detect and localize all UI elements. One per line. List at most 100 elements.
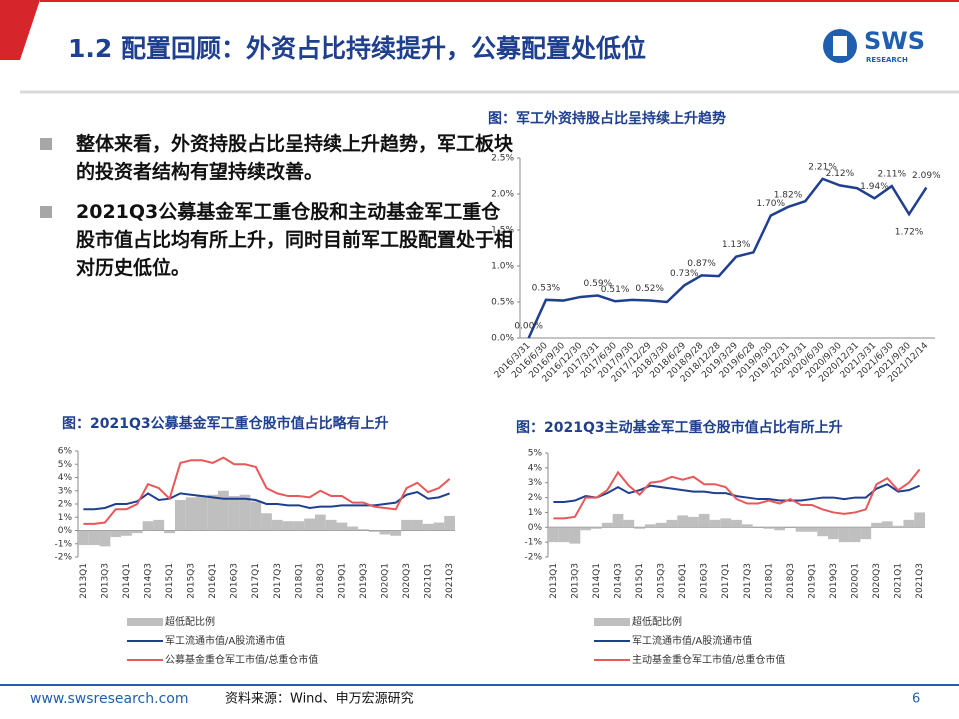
legend-label: 公募基金重仓军工市值/总重仓市值 bbox=[165, 653, 318, 666]
x-tick-label: 2013Q3 bbox=[570, 563, 580, 599]
page-number: 6 bbox=[912, 692, 920, 707]
bar bbox=[325, 519, 337, 531]
bar bbox=[444, 515, 455, 531]
bar bbox=[903, 519, 915, 528]
data-label: 1.82% bbox=[774, 190, 803, 200]
bar bbox=[720, 518, 732, 528]
title: 1.2 配置回顾：外资占比持续提升，公募配置处低位 bbox=[68, 34, 646, 63]
bar bbox=[612, 513, 624, 528]
bar bbox=[250, 501, 262, 531]
y-tick-label: 1.5% bbox=[491, 226, 514, 236]
bar bbox=[78, 530, 89, 546]
bar bbox=[314, 514, 326, 531]
bar bbox=[228, 496, 240, 531]
y-tick-label: -2% bbox=[524, 553, 542, 563]
x-tick-label: 2017Q3 bbox=[273, 563, 283, 599]
x-tick-label: 2018Q1 bbox=[764, 563, 774, 599]
x-tick-label: 2016Q3 bbox=[230, 563, 240, 599]
bullet: 整体来看，外资持股占比呈持续上升趋势，军工板块的投资者结构有望持续改善。 bbox=[40, 130, 516, 186]
bar bbox=[623, 519, 635, 528]
x-tick-label: 2016Q1 bbox=[678, 563, 688, 599]
y-tick-label: 3% bbox=[528, 478, 543, 488]
legend-swatch bbox=[594, 618, 630, 626]
y-tick-label: 1% bbox=[58, 513, 73, 523]
x-tick-label: 2014Q3 bbox=[144, 563, 154, 599]
chart-title: 图：军工外资持股占比呈持续上升趋势 bbox=[488, 110, 726, 127]
bar bbox=[164, 530, 175, 534]
bar bbox=[379, 530, 391, 535]
y-tick-label: 1.0% bbox=[491, 262, 514, 272]
x-tick-label: 2016Q3 bbox=[700, 563, 710, 599]
legend-label: 超低配比例 bbox=[165, 615, 215, 628]
data-label: 0.73% bbox=[670, 269, 699, 279]
bar bbox=[548, 527, 559, 543]
x-tick-label: 2018Q1 bbox=[294, 563, 304, 599]
data-label: 2.21% bbox=[808, 162, 837, 172]
y-tick-label: 0.0% bbox=[491, 334, 514, 344]
y-tick-label: 4% bbox=[528, 463, 543, 473]
decor bbox=[40, 0, 959, 2]
bar bbox=[401, 519, 412, 531]
legend-swatch bbox=[127, 618, 163, 626]
x-tick-label: 2015Q1 bbox=[635, 563, 645, 599]
x-tick-label: 2015Q3 bbox=[657, 563, 667, 599]
x-tick-label: 2013Q1 bbox=[549, 563, 559, 599]
bar bbox=[282, 521, 294, 531]
x-tick-label: 2017Q3 bbox=[743, 563, 753, 599]
bar bbox=[218, 490, 229, 531]
y-tick-label: 0% bbox=[528, 523, 543, 533]
bar bbox=[914, 512, 925, 528]
bar bbox=[368, 530, 380, 532]
bar bbox=[881, 521, 893, 528]
logo-icon bbox=[833, 36, 847, 56]
bar bbox=[849, 527, 861, 543]
x-tick-label: 2019Q3 bbox=[829, 563, 839, 599]
data-label: 2.12% bbox=[826, 169, 855, 179]
x-tick-label: 2013Q3 bbox=[100, 563, 110, 599]
bar bbox=[110, 530, 122, 538]
y-tick-label: 4% bbox=[58, 473, 73, 483]
x-tick-label: 2021Q1 bbox=[894, 563, 904, 599]
footer-source: 资料来源：Wind、申万宏源研究 bbox=[225, 692, 414, 707]
bar bbox=[817, 527, 829, 537]
bar bbox=[261, 513, 272, 531]
bar bbox=[174, 500, 186, 531]
y-tick-label: 2.5% bbox=[491, 154, 514, 164]
x-tick-label: 2017Q1 bbox=[721, 563, 731, 599]
logo: SWS bbox=[864, 27, 925, 55]
y-tick-label: -2% bbox=[54, 553, 72, 563]
bar bbox=[806, 527, 818, 532]
bar bbox=[688, 516, 699, 528]
data-label: 2.11% bbox=[877, 170, 906, 180]
x-tick-label: 2021Q3 bbox=[445, 563, 455, 599]
bar bbox=[763, 527, 775, 529]
bar bbox=[271, 519, 283, 531]
bar bbox=[347, 526, 359, 531]
x-tick-label: 2014Q1 bbox=[592, 563, 602, 599]
legend-label: 军工流通市值/A股流通市值 bbox=[165, 634, 285, 647]
bar bbox=[774, 527, 785, 531]
bar bbox=[304, 518, 315, 531]
data-label: 1.13% bbox=[722, 240, 751, 250]
bar bbox=[390, 530, 402, 536]
logo-sub: RESEARCH bbox=[866, 56, 908, 64]
x-tick-label: 2014Q1 bbox=[122, 563, 132, 599]
bar bbox=[677, 515, 689, 528]
bar bbox=[871, 522, 882, 528]
y-tick-label: 1% bbox=[528, 508, 543, 518]
line bbox=[527, 177, 928, 339]
decor bbox=[0, 0, 40, 60]
bar bbox=[411, 519, 423, 531]
chart-title: 图：2021Q3主动基金军工重仓股市值占比有所上升 bbox=[516, 419, 843, 436]
legend-label: 超低配比例 bbox=[632, 615, 682, 628]
bar bbox=[698, 513, 710, 528]
bar bbox=[358, 529, 369, 531]
line bbox=[83, 456, 451, 525]
x-tick-label: 2016Q1 bbox=[208, 563, 218, 599]
bar bbox=[580, 527, 592, 531]
bar bbox=[591, 527, 602, 529]
data-label: 0.59% bbox=[584, 279, 613, 289]
line bbox=[83, 491, 450, 511]
bar bbox=[142, 521, 154, 531]
